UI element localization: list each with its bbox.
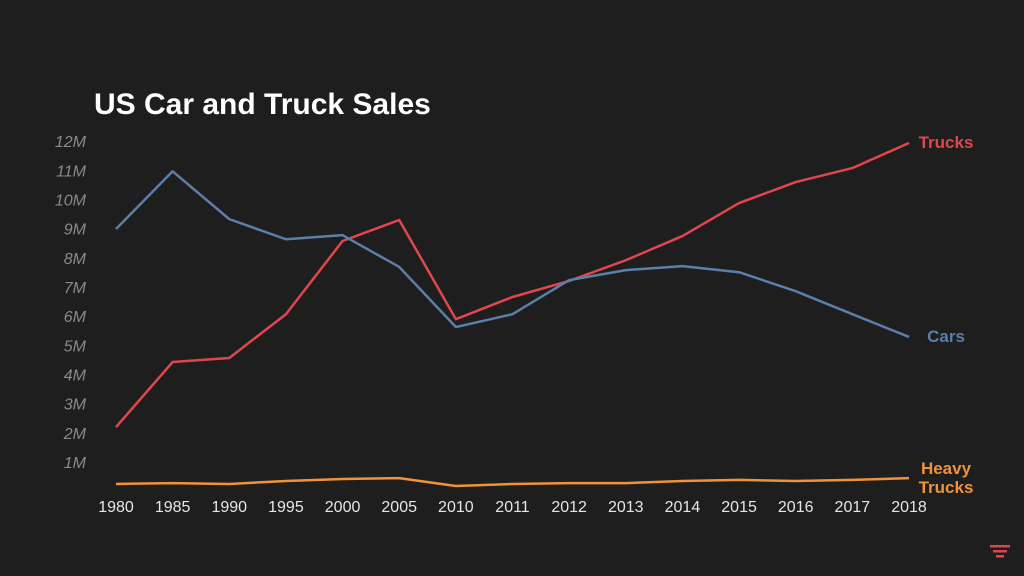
x-tick-label: 2013 [608, 499, 644, 516]
x-tick-label: 2015 [721, 499, 757, 516]
y-tick-label: 6M [64, 309, 87, 326]
y-tick-label: 4M [64, 368, 87, 385]
series-line [115, 141, 910, 428]
x-tick-label: 1995 [268, 499, 304, 516]
x-tick-label: 1980 [98, 499, 134, 516]
series-line [115, 170, 910, 339]
x-tick-label: 1985 [155, 499, 191, 516]
x-tick-label: 2014 [665, 499, 701, 516]
x-tick-label: 2018 [891, 499, 927, 516]
y-tick-label: 11M [56, 163, 87, 180]
series-line [115, 476, 910, 488]
x-tick-label: 2017 [835, 499, 871, 516]
x-tick-label: 2000 [325, 499, 361, 516]
x-tick-label: 2010 [438, 499, 474, 516]
y-tick-label: 1M [64, 455, 87, 472]
x-tick-label: 1990 [211, 499, 247, 516]
y-tick-label: 8M [64, 251, 87, 268]
series-label: Heavy Trucks [918, 459, 974, 498]
y-tick-label: 9M [64, 222, 87, 239]
x-tick-label: 2016 [778, 499, 814, 516]
chart-title: US Car and Truck Sales [94, 88, 431, 121]
y-tick-label: 7M [64, 280, 87, 297]
y-tick-label: 12M [55, 134, 87, 151]
series-label: Trucks [918, 133, 974, 152]
y-tick-label: 10M [55, 193, 87, 210]
x-tick-label: 2011 [495, 499, 530, 516]
logo [990, 545, 1010, 558]
y-tick-label: 2M [63, 426, 87, 443]
y-tick-label: 3M [64, 397, 87, 414]
series-label: Cars [927, 326, 965, 346]
x-tick-label: 2005 [381, 499, 417, 516]
x-tick-label: 2012 [551, 499, 587, 516]
y-tick-label: 5M [64, 338, 87, 355]
